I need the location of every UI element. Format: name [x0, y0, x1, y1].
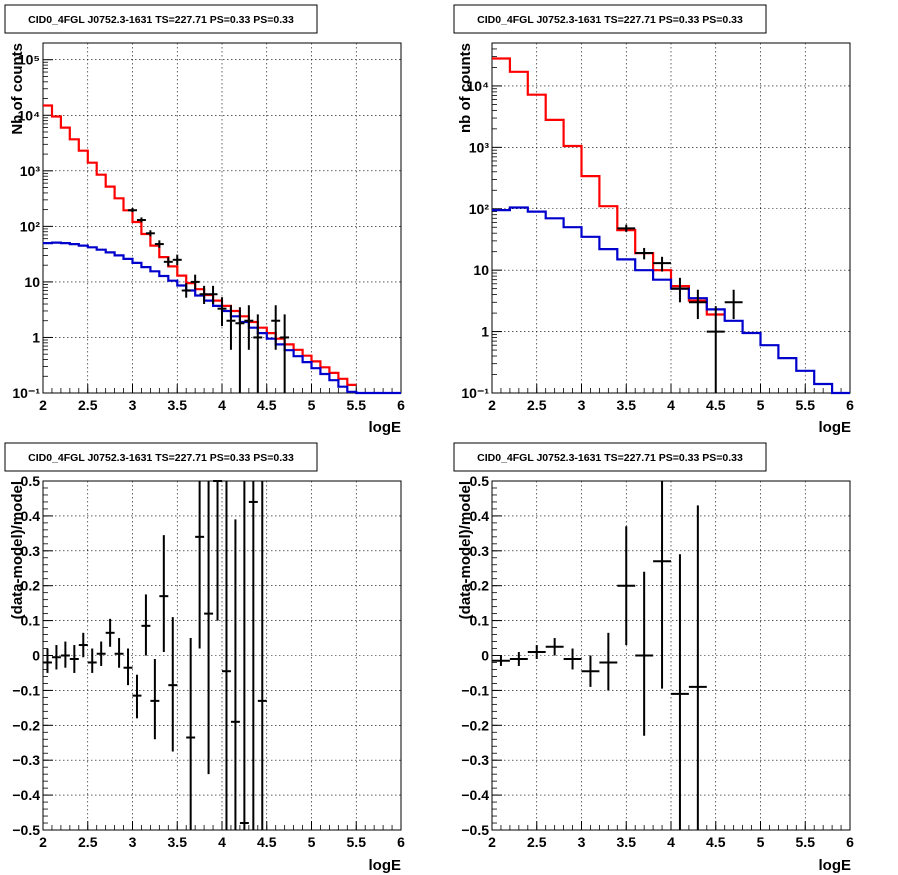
x-tick-label: 2 — [39, 834, 47, 850]
y-tick-label: 1 — [481, 324, 489, 340]
y-tick-label: 0.1 — [470, 613, 490, 629]
x-tick-label: 2 — [39, 397, 47, 413]
y-tick-label: −0.2 — [461, 717, 489, 733]
x-tick-label: 6 — [846, 834, 854, 850]
x-tick-label: 2.5 — [78, 397, 98, 413]
y-tick-label: 0.5 — [21, 473, 41, 489]
panel-residuals-fine-binning: CID0_4FGL J0752.3-1631 TS=227.71 PS=0.33… — [4, 442, 405, 874]
y-tick-label: 10³ — [20, 163, 41, 179]
x-tick-label: 5.5 — [796, 834, 816, 850]
x-tick-label: 4.5 — [706, 397, 726, 413]
y-tick-label: 10 — [24, 274, 40, 290]
panel-counts-coarse-binning: CID0_4FGL J0752.3-1631 TS=227.71 PS=0.33… — [453, 4, 854, 436]
chart-title: CID0_4FGL J0752.3-1631 TS=227.71 PS=0.33… — [28, 452, 294, 464]
x-axis-label: logE — [819, 419, 852, 436]
series-line-total-model — [492, 57, 725, 316]
x-tick-label: 3 — [578, 834, 586, 850]
y-tick-label: −0.3 — [461, 752, 489, 768]
x-tick-label: 4 — [667, 834, 675, 850]
x-tick-label: 3.5 — [617, 397, 637, 413]
x-tick-label: 4.5 — [257, 397, 277, 413]
panel-residuals-coarse-binning: CID0_4FGL J0752.3-1631 TS=227.71 PS=0.33… — [453, 442, 854, 874]
x-tick-label: 2 — [488, 834, 496, 850]
x-tick-label: 5.5 — [347, 397, 367, 413]
x-tick-label: 2.5 — [527, 397, 547, 413]
y-axis-label: (data-model)/model — [457, 481, 474, 619]
x-axis-label: logE — [369, 419, 402, 436]
y-tick-label: −0.4 — [461, 787, 489, 803]
y-tick-label: −0.3 — [12, 752, 40, 768]
x-tick-label: 5 — [308, 397, 316, 413]
title-box — [4, 442, 318, 472]
y-tick-label: 10⁵ — [18, 52, 40, 68]
x-tick-label: 3 — [129, 834, 137, 850]
x-tick-label: 5.5 — [347, 834, 367, 850]
x-axis-label: logE — [369, 857, 402, 874]
x-tick-label: 2.5 — [527, 834, 547, 850]
series-line-source-model — [492, 206, 850, 395]
y-tick-label: 0.2 — [21, 578, 41, 594]
y-tick-label: −0.1 — [461, 682, 489, 698]
y-tick-label: 10⁻¹ — [461, 385, 489, 401]
y-tick-label: 10⁻¹ — [12, 385, 40, 401]
y-tick-label: 10⁴ — [18, 107, 41, 123]
plot-frame — [491, 42, 851, 394]
y-tick-label: 1 — [32, 329, 40, 345]
x-axis-label: logE — [819, 857, 852, 874]
y-tick-label: 10² — [469, 201, 490, 217]
x-tick-label: 2 — [488, 397, 496, 413]
y-tick-label: 10² — [20, 218, 41, 234]
x-tick-label: 6 — [397, 834, 405, 850]
y-axis-label: Nb of counts — [9, 43, 26, 135]
x-tick-label: 4.5 — [706, 834, 726, 850]
x-tick-label: 4 — [218, 834, 226, 850]
x-tick-label: 4 — [667, 397, 675, 413]
x-tick-label: 3.5 — [168, 834, 188, 850]
panel-counts-fine-binning: CID0_4FGL J0752.3-1631 TS=227.71 PS=0.33… — [4, 4, 405, 436]
x-tick-label: 2.5 — [78, 834, 98, 850]
x-tick-label: 5 — [308, 834, 316, 850]
y-tick-label: 0 — [481, 648, 489, 664]
y-tick-label: 0.2 — [470, 578, 490, 594]
y-tick-label: −0.5 — [461, 822, 489, 838]
x-tick-label: 3.5 — [168, 397, 188, 413]
y-tick-label: −0.5 — [12, 822, 40, 838]
chart-title: CID0_4FGL J0752.3-1631 TS=227.71 PS=0.33… — [28, 14, 294, 26]
y-tick-label: 0.3 — [470, 543, 490, 559]
x-tick-label: 4 — [218, 397, 226, 413]
x-tick-label: 5 — [757, 834, 765, 850]
y-tick-label: 0.4 — [21, 508, 41, 524]
y-tick-label: 10⁴ — [467, 78, 490, 94]
x-tick-label: 3 — [129, 397, 137, 413]
y-axis-label: (data-model)/model — [9, 481, 26, 619]
y-tick-label: 10³ — [469, 139, 490, 155]
y-tick-label: −0.4 — [12, 787, 40, 803]
x-tick-label: 6 — [397, 397, 405, 413]
y-tick-label: 0.1 — [21, 613, 41, 629]
y-tick-label: 0 — [32, 648, 40, 664]
y-tick-label: 0.4 — [470, 508, 490, 524]
plot-frame — [42, 42, 402, 394]
chart-title: CID0_4FGL J0752.3-1631 TS=227.71 PS=0.33… — [477, 14, 743, 26]
chart-title: CID0_4FGL J0752.3-1631 TS=227.71 PS=0.33… — [477, 452, 743, 464]
y-axis-label: nb of counts — [457, 43, 474, 133]
title-box — [453, 4, 767, 34]
title-box — [453, 442, 767, 472]
series-line-total-model — [43, 104, 357, 386]
y-tick-label: −0.2 — [12, 717, 40, 733]
y-tick-label: −0.1 — [12, 682, 40, 698]
plot-frame — [491, 480, 851, 831]
y-tick-label: 0.5 — [470, 473, 490, 489]
x-tick-label: 3.5 — [617, 834, 637, 850]
y-tick-label: 0.3 — [21, 543, 41, 559]
x-tick-label: 5.5 — [796, 397, 816, 413]
x-tick-label: 3 — [578, 397, 586, 413]
x-tick-label: 6 — [846, 397, 854, 413]
y-tick-label: 10 — [473, 262, 489, 278]
x-tick-label: 5 — [757, 397, 765, 413]
x-tick-label: 4.5 — [257, 834, 277, 850]
title-box — [4, 4, 318, 34]
